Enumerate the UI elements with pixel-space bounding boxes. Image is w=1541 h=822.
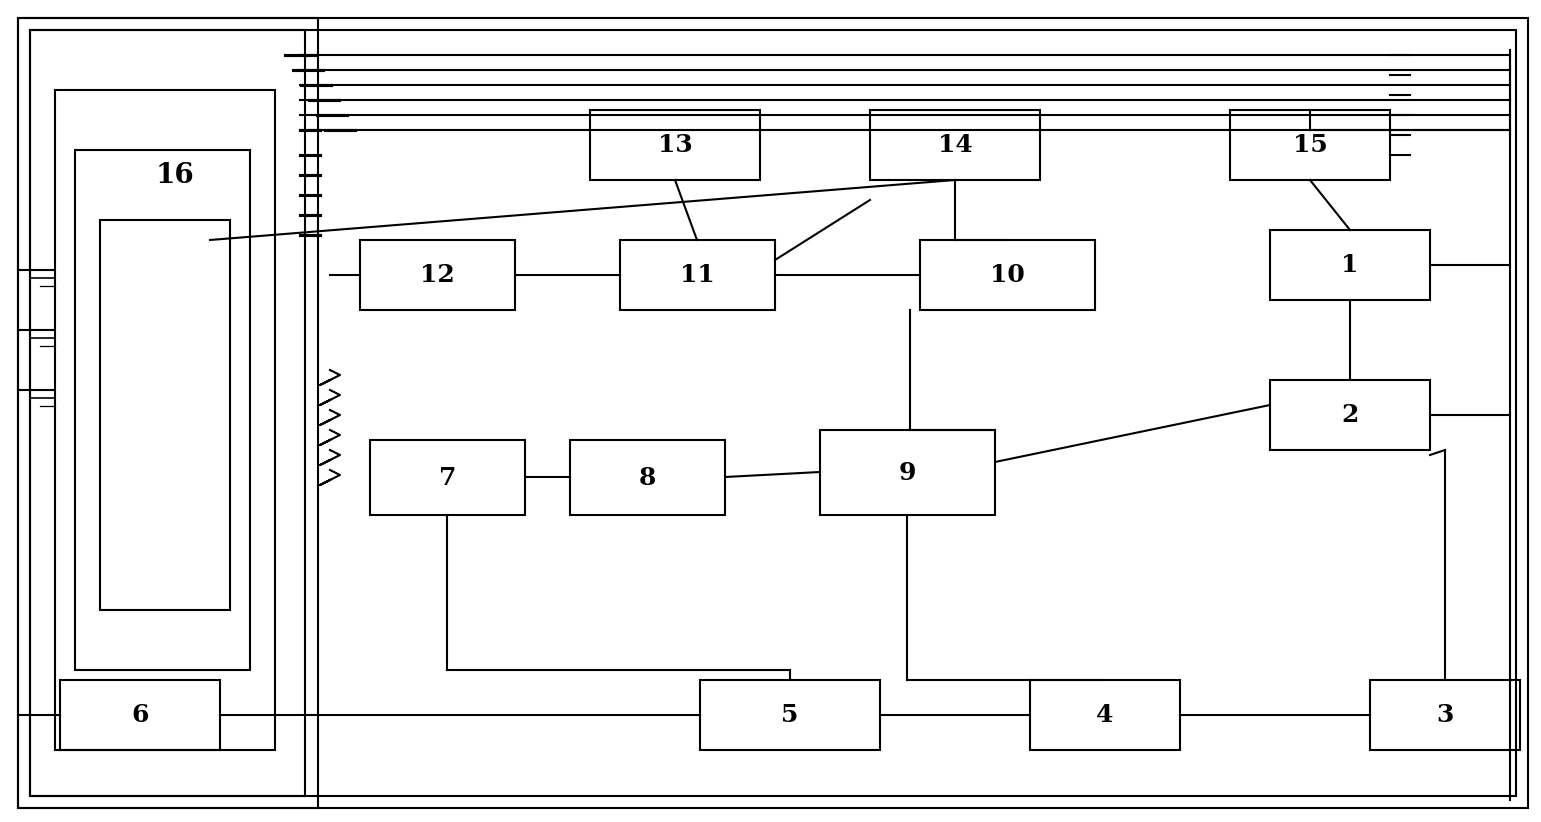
FancyBboxPatch shape [1270,380,1430,450]
Text: 14: 14 [937,133,972,157]
Text: 5: 5 [781,703,798,727]
Text: 12: 12 [421,263,455,287]
Text: 1: 1 [1341,253,1359,277]
Text: 15: 15 [1293,133,1327,157]
FancyBboxPatch shape [1230,110,1390,180]
FancyBboxPatch shape [590,110,760,180]
FancyBboxPatch shape [570,440,724,515]
FancyBboxPatch shape [871,110,1040,180]
FancyBboxPatch shape [361,240,515,310]
Text: 6: 6 [131,703,148,727]
Text: 11: 11 [680,263,715,287]
FancyBboxPatch shape [700,680,880,750]
FancyBboxPatch shape [60,680,220,750]
Text: 16: 16 [156,161,194,188]
Bar [18,18,317,808]
FancyBboxPatch shape [1029,680,1180,750]
Text: 9: 9 [898,460,917,484]
Text: 2: 2 [1341,403,1359,427]
Bar [55,90,274,750]
Bar [100,220,230,610]
FancyBboxPatch shape [370,440,525,515]
FancyBboxPatch shape [920,240,1096,310]
FancyBboxPatch shape [619,240,775,310]
Text: 13: 13 [658,133,692,157]
FancyBboxPatch shape [1270,230,1430,300]
Text: 10: 10 [991,263,1025,287]
Text: 3: 3 [1436,703,1453,727]
Bar [76,150,250,670]
FancyBboxPatch shape [1370,680,1519,750]
Text: 8: 8 [640,465,656,489]
Text: 4: 4 [1096,703,1114,727]
FancyBboxPatch shape [820,430,995,515]
Text: 7: 7 [439,465,456,489]
Bar [29,30,305,796]
